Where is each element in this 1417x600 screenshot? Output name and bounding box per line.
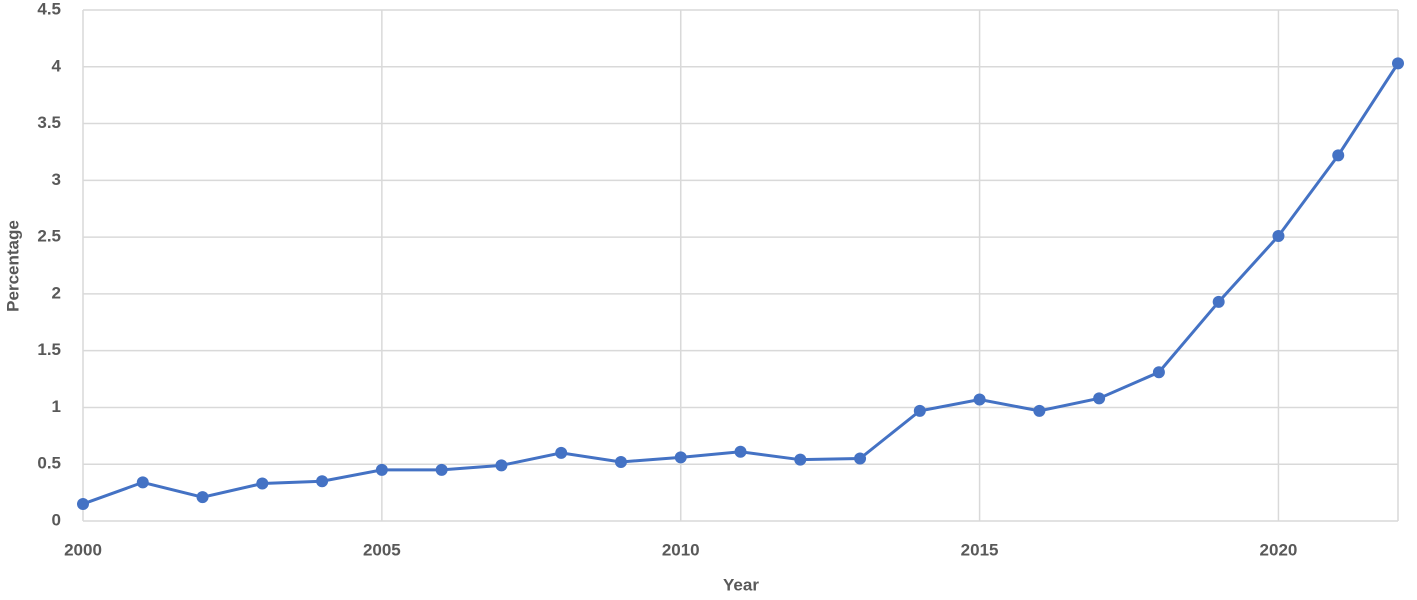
data-point bbox=[973, 393, 986, 406]
y-tick-label: 1.5 bbox=[37, 340, 61, 359]
data-point bbox=[1272, 229, 1285, 242]
data-point bbox=[435, 463, 448, 476]
data-line bbox=[82, 62, 1400, 506]
y-tick-label: 2 bbox=[52, 283, 61, 302]
data-point bbox=[1212, 295, 1225, 308]
x-axis-label: Year bbox=[723, 575, 759, 594]
data-point bbox=[674, 451, 687, 464]
x-tick-label: 2015 bbox=[961, 540, 999, 559]
data-point bbox=[854, 452, 867, 465]
x-tick-label: 2020 bbox=[1260, 540, 1298, 559]
y-tick-label: 3.5 bbox=[37, 113, 61, 132]
data-point bbox=[136, 476, 149, 489]
data-point bbox=[1392, 57, 1404, 70]
x-tick-label: 2000 bbox=[64, 540, 102, 559]
data-point bbox=[1152, 366, 1165, 379]
data-point bbox=[1332, 149, 1345, 162]
x-tick-label: 2010 bbox=[662, 540, 700, 559]
data-point bbox=[734, 445, 747, 458]
data-point bbox=[555, 446, 568, 459]
data-point bbox=[256, 477, 269, 490]
data-point bbox=[77, 497, 89, 510]
data-point bbox=[614, 455, 627, 468]
y-tick-label: 1 bbox=[52, 397, 61, 416]
x-tick-label: 2005 bbox=[363, 540, 401, 559]
y-tick-label: 3 bbox=[52, 170, 61, 189]
data-point bbox=[495, 459, 508, 472]
data-point bbox=[375, 463, 388, 476]
y-axis-label: Percentage bbox=[3, 220, 22, 312]
y-tick-label: 4.5 bbox=[37, 0, 61, 18]
y-tick-label: 4 bbox=[52, 56, 62, 75]
y-tick-label: 0.5 bbox=[37, 454, 61, 473]
data-point bbox=[1093, 392, 1106, 405]
data-point bbox=[196, 491, 209, 504]
data-point bbox=[794, 453, 807, 466]
y-tick-label: 2.5 bbox=[37, 227, 61, 246]
data-point bbox=[1033, 404, 1046, 417]
y-tick-label: 0 bbox=[52, 510, 61, 529]
data-point bbox=[316, 475, 329, 488]
data-point bbox=[913, 404, 926, 417]
